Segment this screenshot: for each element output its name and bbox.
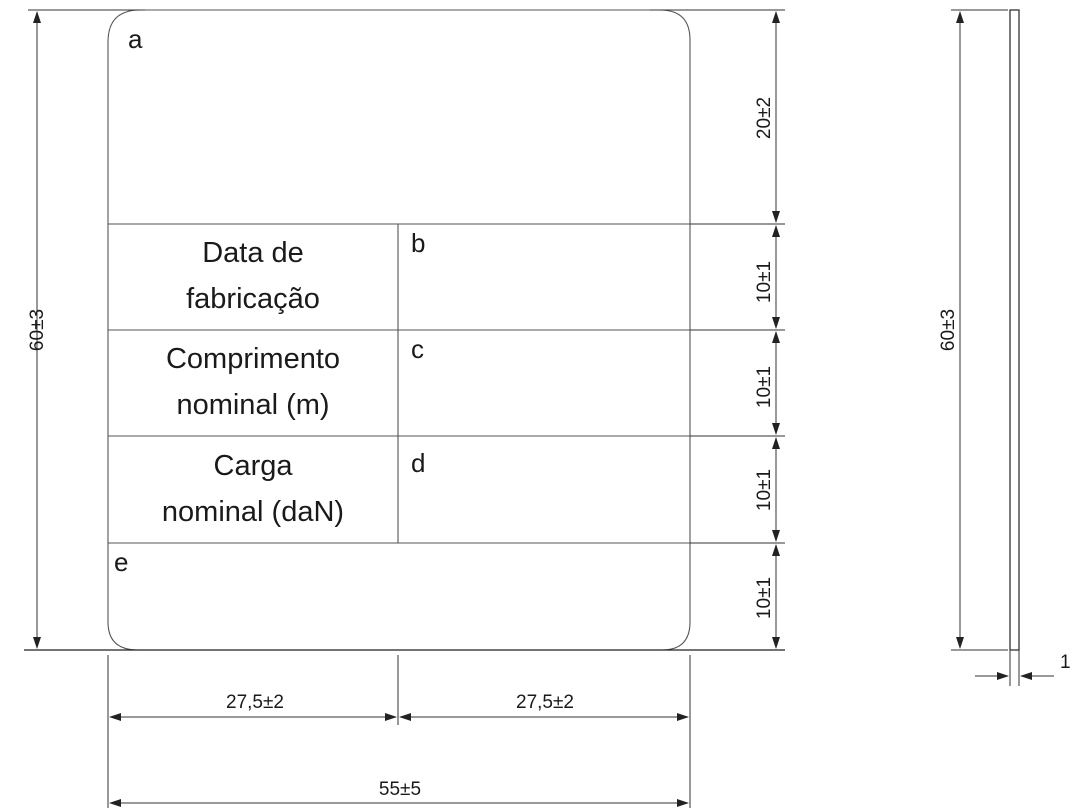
dimension-row-heights: 20±2 10±1 10±1 10±1 10±1 [650, 9, 785, 649]
field-letter-a: a [128, 24, 143, 54]
dimension-row-d-label: 10±1 [754, 469, 775, 511]
field-letter-c: c [411, 334, 424, 364]
dimension-side-height-label: 60±3 [938, 309, 959, 351]
dimension-widths: 27,5±2 27,5±2 55±5 [107, 655, 691, 808]
dimension-row-a-label: 20±2 [754, 97, 775, 139]
row-label-date-line1: Data de [202, 237, 304, 269]
row-label-load-line2: nominal (daN) [162, 496, 344, 528]
field-letter-b: b [411, 228, 425, 258]
row-label-load-line1: Carga [214, 450, 294, 482]
dimension-right-half-label: 27,5±2 [516, 692, 574, 713]
dimension-thickness-label: 1 [1060, 652, 1071, 673]
side-plate [1009, 9, 1020, 651]
dimension-row-b-label: 10±1 [754, 261, 775, 303]
dimension-overall-width-label: 55±5 [379, 779, 421, 800]
dimension-row-c-label: 10±1 [754, 366, 775, 408]
field-letter-e: e [114, 547, 128, 577]
dimension-overall-height: 60±3 [24, 9, 785, 651]
side-view: 60±3 1 [938, 9, 1071, 686]
row-label-date-line2: fabricação [186, 283, 320, 315]
dimension-overall-height-label: 60±3 [27, 309, 48, 351]
row-label-length-line1: Comprimento [166, 343, 340, 375]
row-label-length-line2: nominal (m) [176, 389, 329, 421]
front-view: a b c d e Data de fabricação Comprimento… [107, 9, 691, 651]
field-letter-d: d [411, 448, 425, 478]
dimension-row-e-label: 10±1 [754, 577, 775, 619]
dimension-left-half-label: 27,5±2 [226, 692, 284, 713]
